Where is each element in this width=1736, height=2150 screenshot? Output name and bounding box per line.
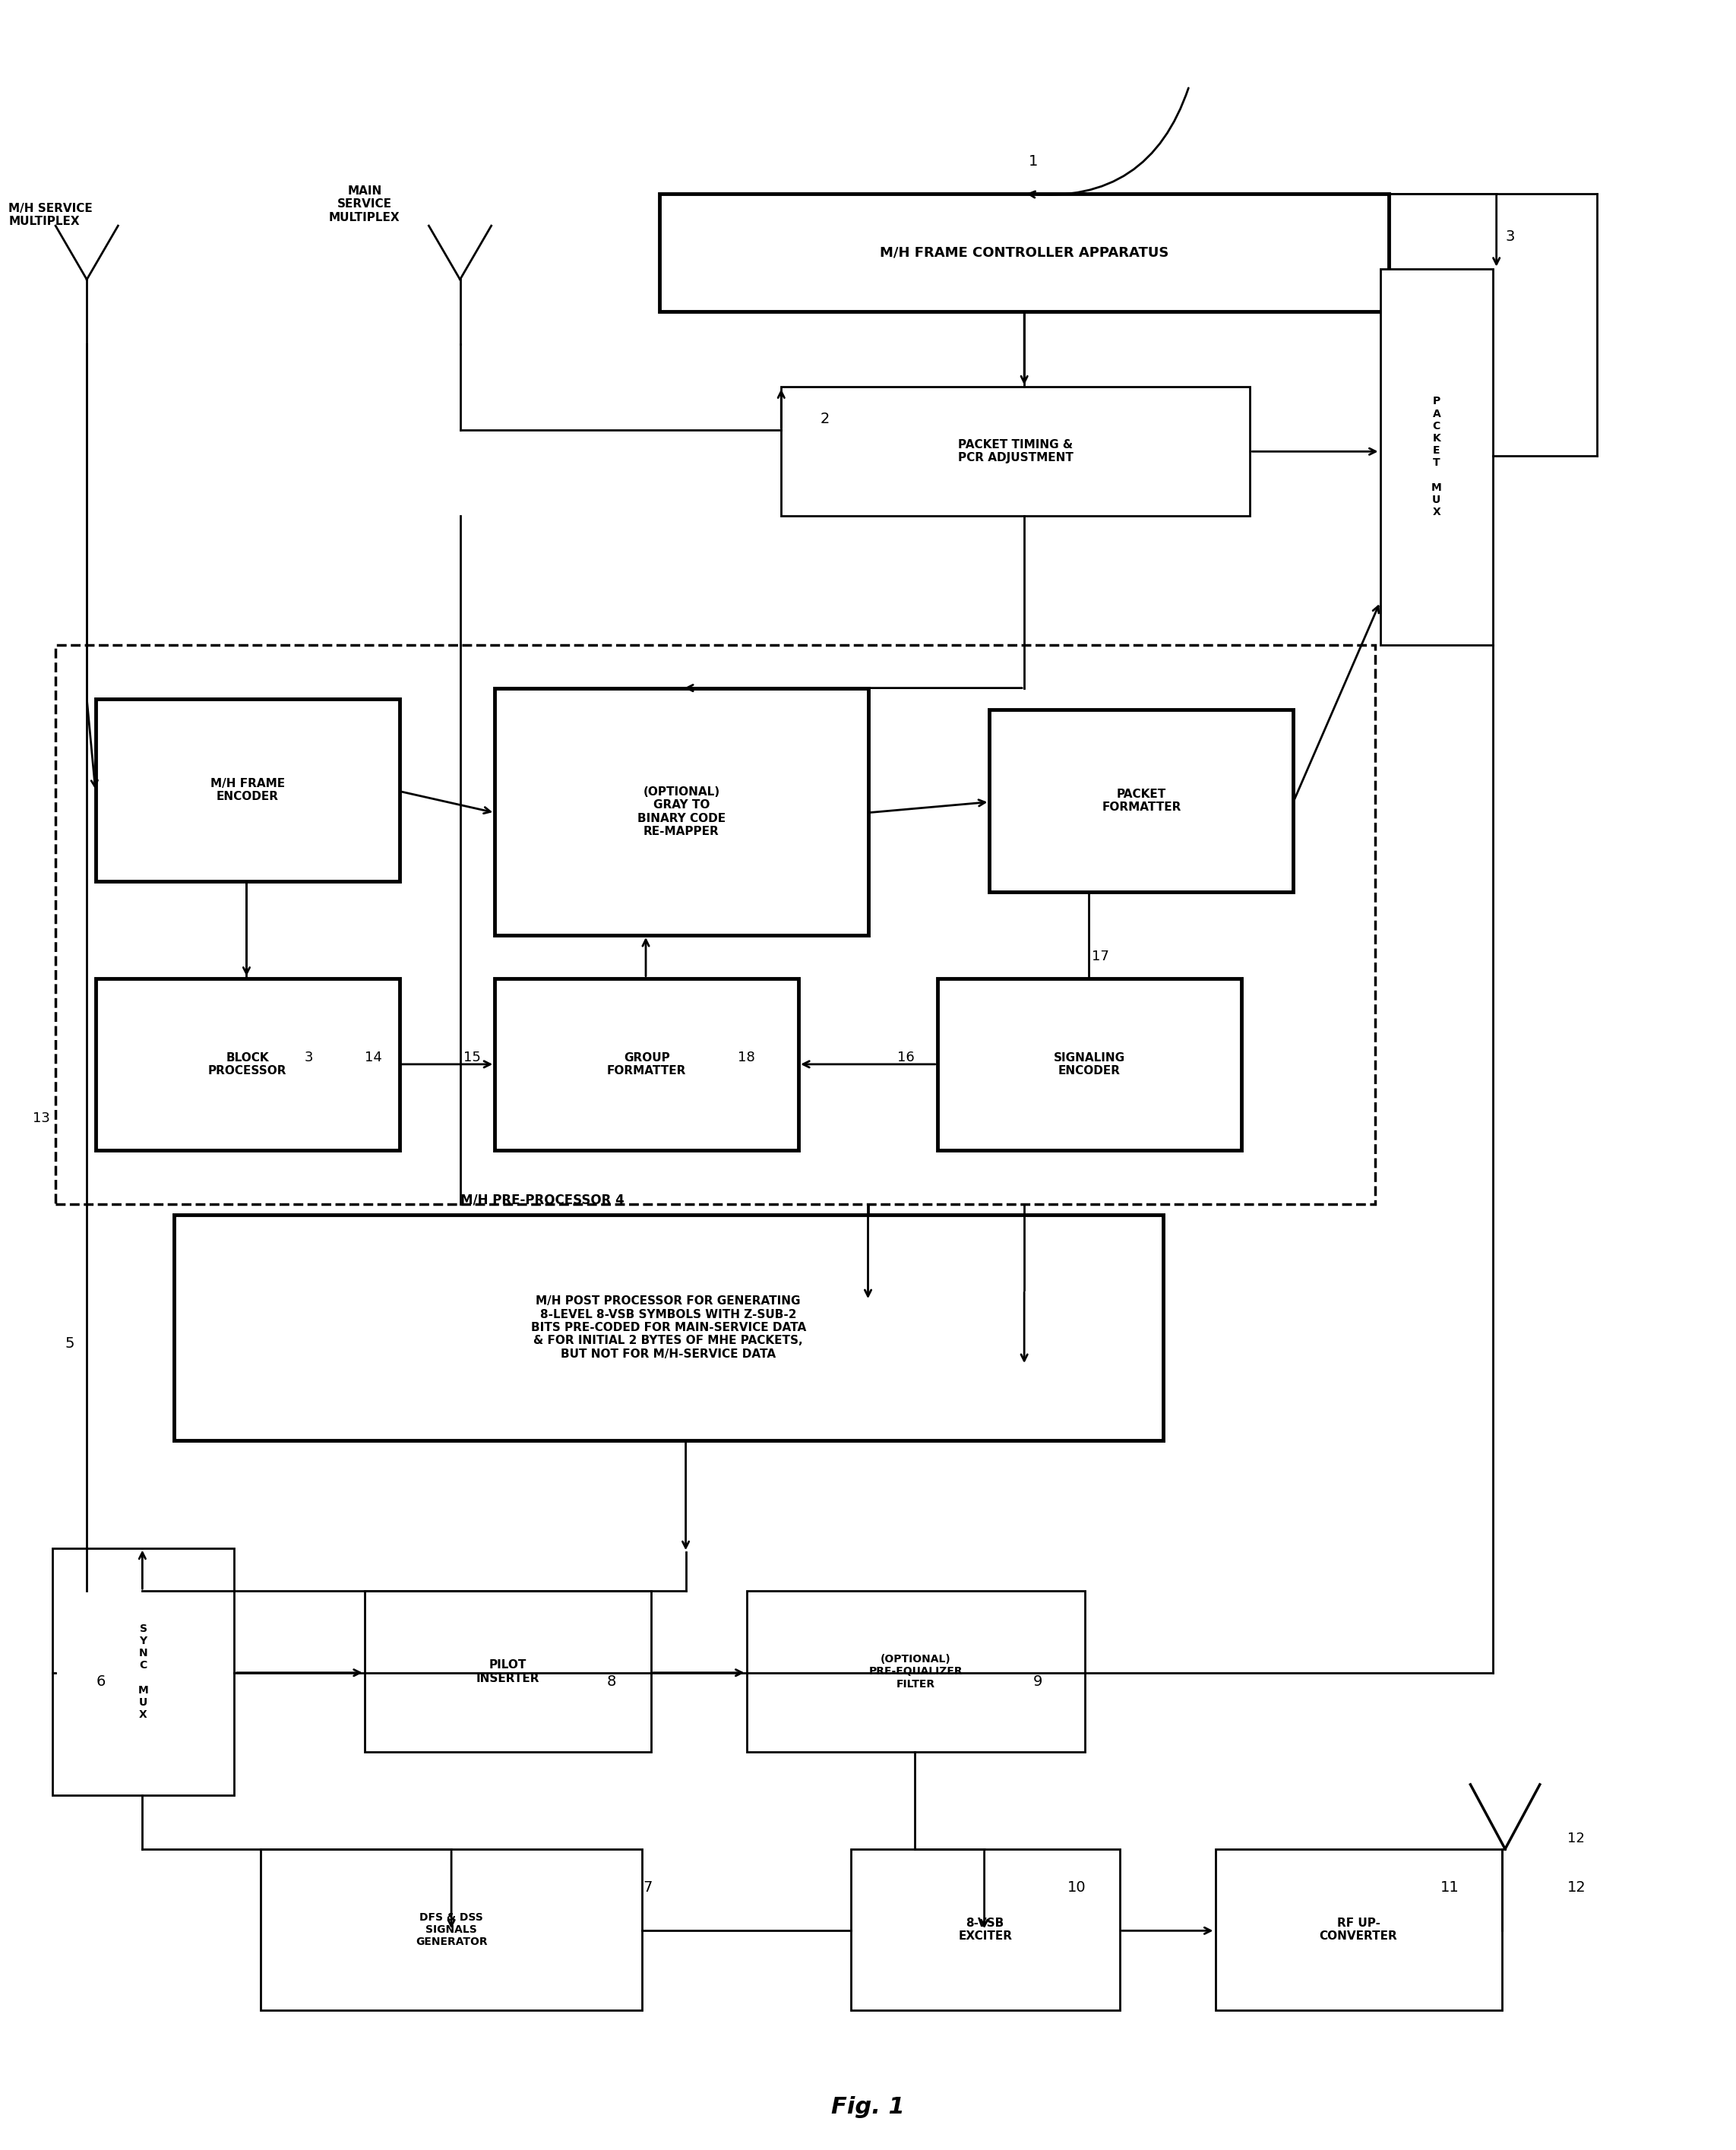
Text: 18: 18 (738, 1051, 755, 1064)
FancyBboxPatch shape (95, 978, 399, 1150)
Text: 9: 9 (1033, 1675, 1043, 1688)
Text: 6: 6 (95, 1675, 106, 1688)
FancyBboxPatch shape (174, 1215, 1163, 1440)
Text: SIGNALING
ENCODER: SIGNALING ENCODER (1054, 1051, 1125, 1077)
Text: 3: 3 (304, 1051, 314, 1064)
Text: BLOCK
PROCESSOR: BLOCK PROCESSOR (208, 1051, 286, 1077)
Text: S
Y
N
C

M
U
X: S Y N C M U X (137, 1623, 149, 1720)
Text: 14: 14 (365, 1051, 382, 1064)
Text: 16: 16 (898, 1051, 915, 1064)
FancyBboxPatch shape (495, 688, 868, 935)
FancyBboxPatch shape (260, 1849, 642, 2010)
Text: M/H SERVICE
MULTIPLEX: M/H SERVICE MULTIPLEX (9, 202, 92, 228)
Text: 3: 3 (1505, 230, 1516, 243)
FancyBboxPatch shape (990, 710, 1293, 892)
Text: 2: 2 (819, 413, 830, 426)
Text: M/H FRAME
ENCODER: M/H FRAME ENCODER (210, 778, 285, 802)
Text: M/H POST PROCESSOR FOR GENERATING
8-LEVEL 8-VSB SYMBOLS WITH Z-SUB-2
BITS PRE-CO: M/H POST PROCESSOR FOR GENERATING 8-LEVE… (531, 1296, 806, 1359)
FancyBboxPatch shape (365, 1591, 651, 1752)
Text: 7: 7 (642, 1881, 653, 1894)
Text: PACKET TIMING &
PCR ADJUSTMENT: PACKET TIMING & PCR ADJUSTMENT (958, 439, 1073, 464)
Text: P
A
C
K
E
T

M
U
X: P A C K E T M U X (1430, 396, 1443, 518)
Text: (OPTIONAL)
GRAY TO
BINARY CODE
RE-MAPPER: (OPTIONAL) GRAY TO BINARY CODE RE-MAPPER (637, 787, 726, 836)
FancyBboxPatch shape (52, 1548, 234, 1795)
FancyBboxPatch shape (746, 1591, 1085, 1752)
Text: M/H PRE-PROCESSOR 4: M/H PRE-PROCESSOR 4 (460, 1193, 623, 1206)
FancyBboxPatch shape (781, 387, 1250, 516)
FancyBboxPatch shape (95, 699, 399, 881)
FancyBboxPatch shape (1215, 1849, 1502, 2010)
FancyBboxPatch shape (937, 978, 1241, 1150)
Text: 12: 12 (1568, 1881, 1585, 1894)
Text: RF UP-
CONVERTER: RF UP- CONVERTER (1319, 1918, 1397, 1941)
FancyBboxPatch shape (495, 978, 799, 1150)
Text: 13: 13 (33, 1112, 50, 1124)
Text: M/H FRAME CONTROLLER APPARATUS: M/H FRAME CONTROLLER APPARATUS (880, 245, 1168, 260)
Text: PILOT
INSERTER: PILOT INSERTER (476, 1660, 540, 1683)
Text: GROUP
FORMATTER: GROUP FORMATTER (608, 1051, 686, 1077)
Text: 10: 10 (1068, 1881, 1085, 1894)
FancyBboxPatch shape (1380, 269, 1493, 645)
Text: 12: 12 (1568, 1832, 1585, 1845)
FancyBboxPatch shape (851, 1849, 1120, 2010)
Text: DFS & DSS
SIGNALS
GENERATOR: DFS & DSS SIGNALS GENERATOR (415, 1911, 488, 1948)
Text: 17: 17 (1092, 950, 1109, 963)
Text: 5: 5 (64, 1337, 75, 1350)
Text: MAIN
SERVICE
MULTIPLEX: MAIN SERVICE MULTIPLEX (330, 185, 399, 224)
Text: Fig. 1: Fig. 1 (832, 2096, 904, 2118)
Text: (OPTIONAL)
PRE-EQUALIZER
FILTER: (OPTIONAL) PRE-EQUALIZER FILTER (868, 1653, 963, 1690)
FancyBboxPatch shape (660, 193, 1389, 312)
Text: 11: 11 (1441, 1881, 1458, 1894)
Text: 8-VSB
EXCITER: 8-VSB EXCITER (958, 1918, 1012, 1941)
Text: 8: 8 (606, 1675, 616, 1688)
Text: 1: 1 (1028, 155, 1038, 168)
Text: PACKET
FORMATTER: PACKET FORMATTER (1102, 789, 1180, 813)
Text: 15: 15 (464, 1051, 481, 1064)
